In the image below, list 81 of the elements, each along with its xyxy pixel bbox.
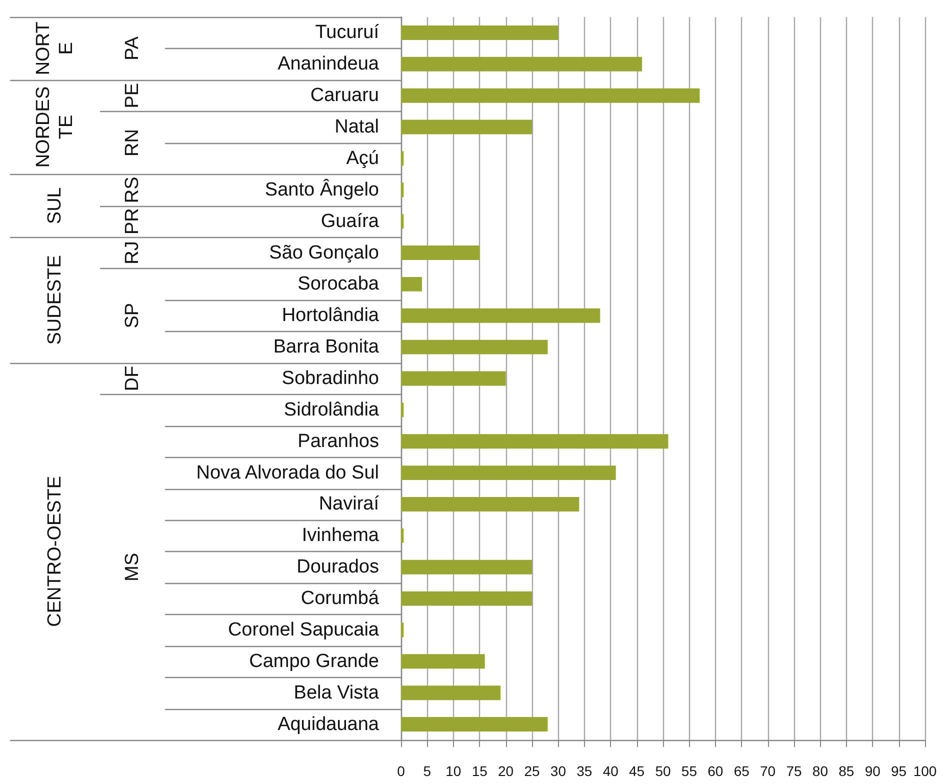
text: RS [122,176,143,204]
text: SUL [44,187,66,224]
x-tick-label: 25 [524,763,540,779]
text: MS [122,552,143,582]
y-tick-label: Nova Alvorada do Sul [196,462,379,484]
bar [401,276,422,292]
x-tick-label: 90 [864,763,881,779]
bar [401,371,506,386]
x-tick-label: 100 [913,763,937,779]
text: NORTE [33,21,77,76]
text: RN [122,129,143,156]
text: DF [122,366,143,392]
bar [401,151,404,166]
y-tick-label: Guaíra [320,210,380,232]
y-tick-label: Ivinhema [302,525,380,546]
y-tick-label: Açú [346,148,379,169]
bar [401,246,480,260]
bar [401,466,616,480]
text: PR [122,208,143,235]
x-tick-label: 20 [498,763,514,779]
y-tick-label: Tucuruí [315,22,380,44]
bar [401,182,404,198]
text: PA [122,36,143,60]
bar [401,25,558,40]
x-tick-label: 60 [708,763,724,779]
y-tick-label: Campo Grande [249,650,379,672]
x-tick-label: 50 [655,763,671,779]
text: PE [122,82,143,108]
x-tick-label: 55 [681,763,698,779]
y-tick-label: Santo Ângelo [264,178,379,200]
y-tick-label: Ananindeua [278,54,380,75]
y-tick-label: Aquidauana [278,714,380,735]
y-tick-label: São Gonçalo [269,242,379,264]
bar [401,56,642,72]
x-tick-label: 45 [629,763,645,779]
x-tick-label: 35 [576,763,592,779]
y-tick-label: Corumbá [300,588,380,610]
x-tick-label: 0 [397,763,406,779]
bar [401,340,548,354]
bar [401,308,600,323]
x-tick-label: 65 [734,763,750,779]
x-tick-label: 5 [423,763,432,779]
text: SUDESTE [44,255,66,345]
bar [401,497,580,512]
bar [401,214,404,229]
x-tick-label: 30 [550,763,566,779]
text: CENTRO-OESTE [44,476,66,627]
text: RJ [122,241,143,264]
bar [401,686,501,700]
x-tick-label: 70 [760,763,776,779]
y-tick-label: Natal [334,116,379,138]
y-tick-label: Sidrolândia [284,399,380,420]
bar [401,120,532,134]
bar [401,528,404,543]
y-tick-label: Sorocaba [298,274,380,295]
bar [401,591,532,606]
y-tick-label: Caruaru [310,85,379,106]
bar [401,88,700,103]
y-tick-label: Dourados [296,556,379,578]
text: NORDESTE [33,86,77,168]
x-tick-label: 85 [838,763,854,779]
x-tick-label: 80 [812,763,828,779]
bar [401,434,668,449]
bar [401,622,404,638]
x-tick-label: 40 [602,763,619,779]
y-tick-label: Barra Bonita [273,336,380,358]
y-tick-label: Hortolândia [282,305,380,326]
text: SP [122,302,143,328]
x-tick-label: 15 [472,763,488,779]
x-tick-label: 95 [891,763,907,779]
x-tick-label: 10 [446,763,462,779]
bar [401,402,404,418]
x-tick-label: 75 [786,763,802,779]
y-tick-label: Bela Vista [294,682,380,704]
bar [401,717,548,732]
y-tick-label: Coronel Sapucaia [228,619,380,640]
bar [401,560,532,574]
y-tick-label: Sobradinho [282,368,379,389]
y-tick-label: Paranhos [298,430,379,452]
bar [401,654,485,669]
y-tick-label: Naviraí [318,494,380,515]
